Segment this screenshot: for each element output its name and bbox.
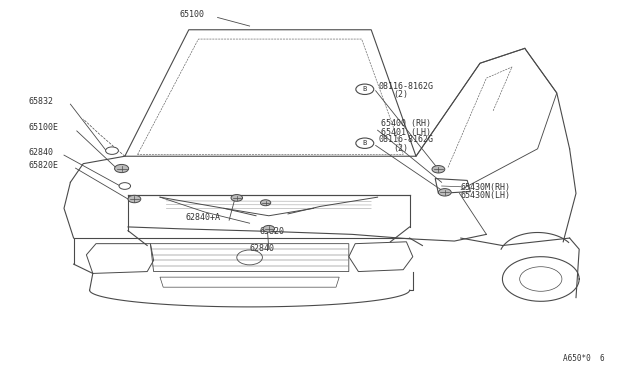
Text: 65430M(RH): 65430M(RH) <box>461 183 511 192</box>
Text: 65401 (LH): 65401 (LH) <box>381 128 431 137</box>
Text: 08116-8162G: 08116-8162G <box>379 135 434 144</box>
Text: B: B <box>363 86 367 92</box>
Text: 62840: 62840 <box>29 148 54 157</box>
Circle shape <box>260 200 271 206</box>
Text: B: B <box>363 140 367 146</box>
Circle shape <box>438 189 451 196</box>
Circle shape <box>128 195 141 203</box>
Text: 65832: 65832 <box>29 97 54 106</box>
Text: 62840: 62840 <box>250 244 275 253</box>
Text: 65400 (RH): 65400 (RH) <box>381 119 431 128</box>
Text: 65820E: 65820E <box>29 161 59 170</box>
Text: 65820: 65820 <box>259 227 284 236</box>
Text: 65430N(LH): 65430N(LH) <box>461 191 511 200</box>
Circle shape <box>106 147 118 154</box>
Text: A650*0  6: A650*0 6 <box>563 354 605 363</box>
Text: (2): (2) <box>394 90 408 99</box>
Circle shape <box>231 195 243 201</box>
Text: 08116-8162G: 08116-8162G <box>379 81 434 90</box>
Text: (2): (2) <box>394 144 408 153</box>
Text: 62840+A: 62840+A <box>186 213 221 222</box>
Circle shape <box>115 164 129 173</box>
Circle shape <box>263 225 275 232</box>
Text: 65100E: 65100E <box>29 123 59 132</box>
Circle shape <box>432 166 445 173</box>
Text: 65100: 65100 <box>179 10 204 19</box>
Circle shape <box>119 183 131 189</box>
